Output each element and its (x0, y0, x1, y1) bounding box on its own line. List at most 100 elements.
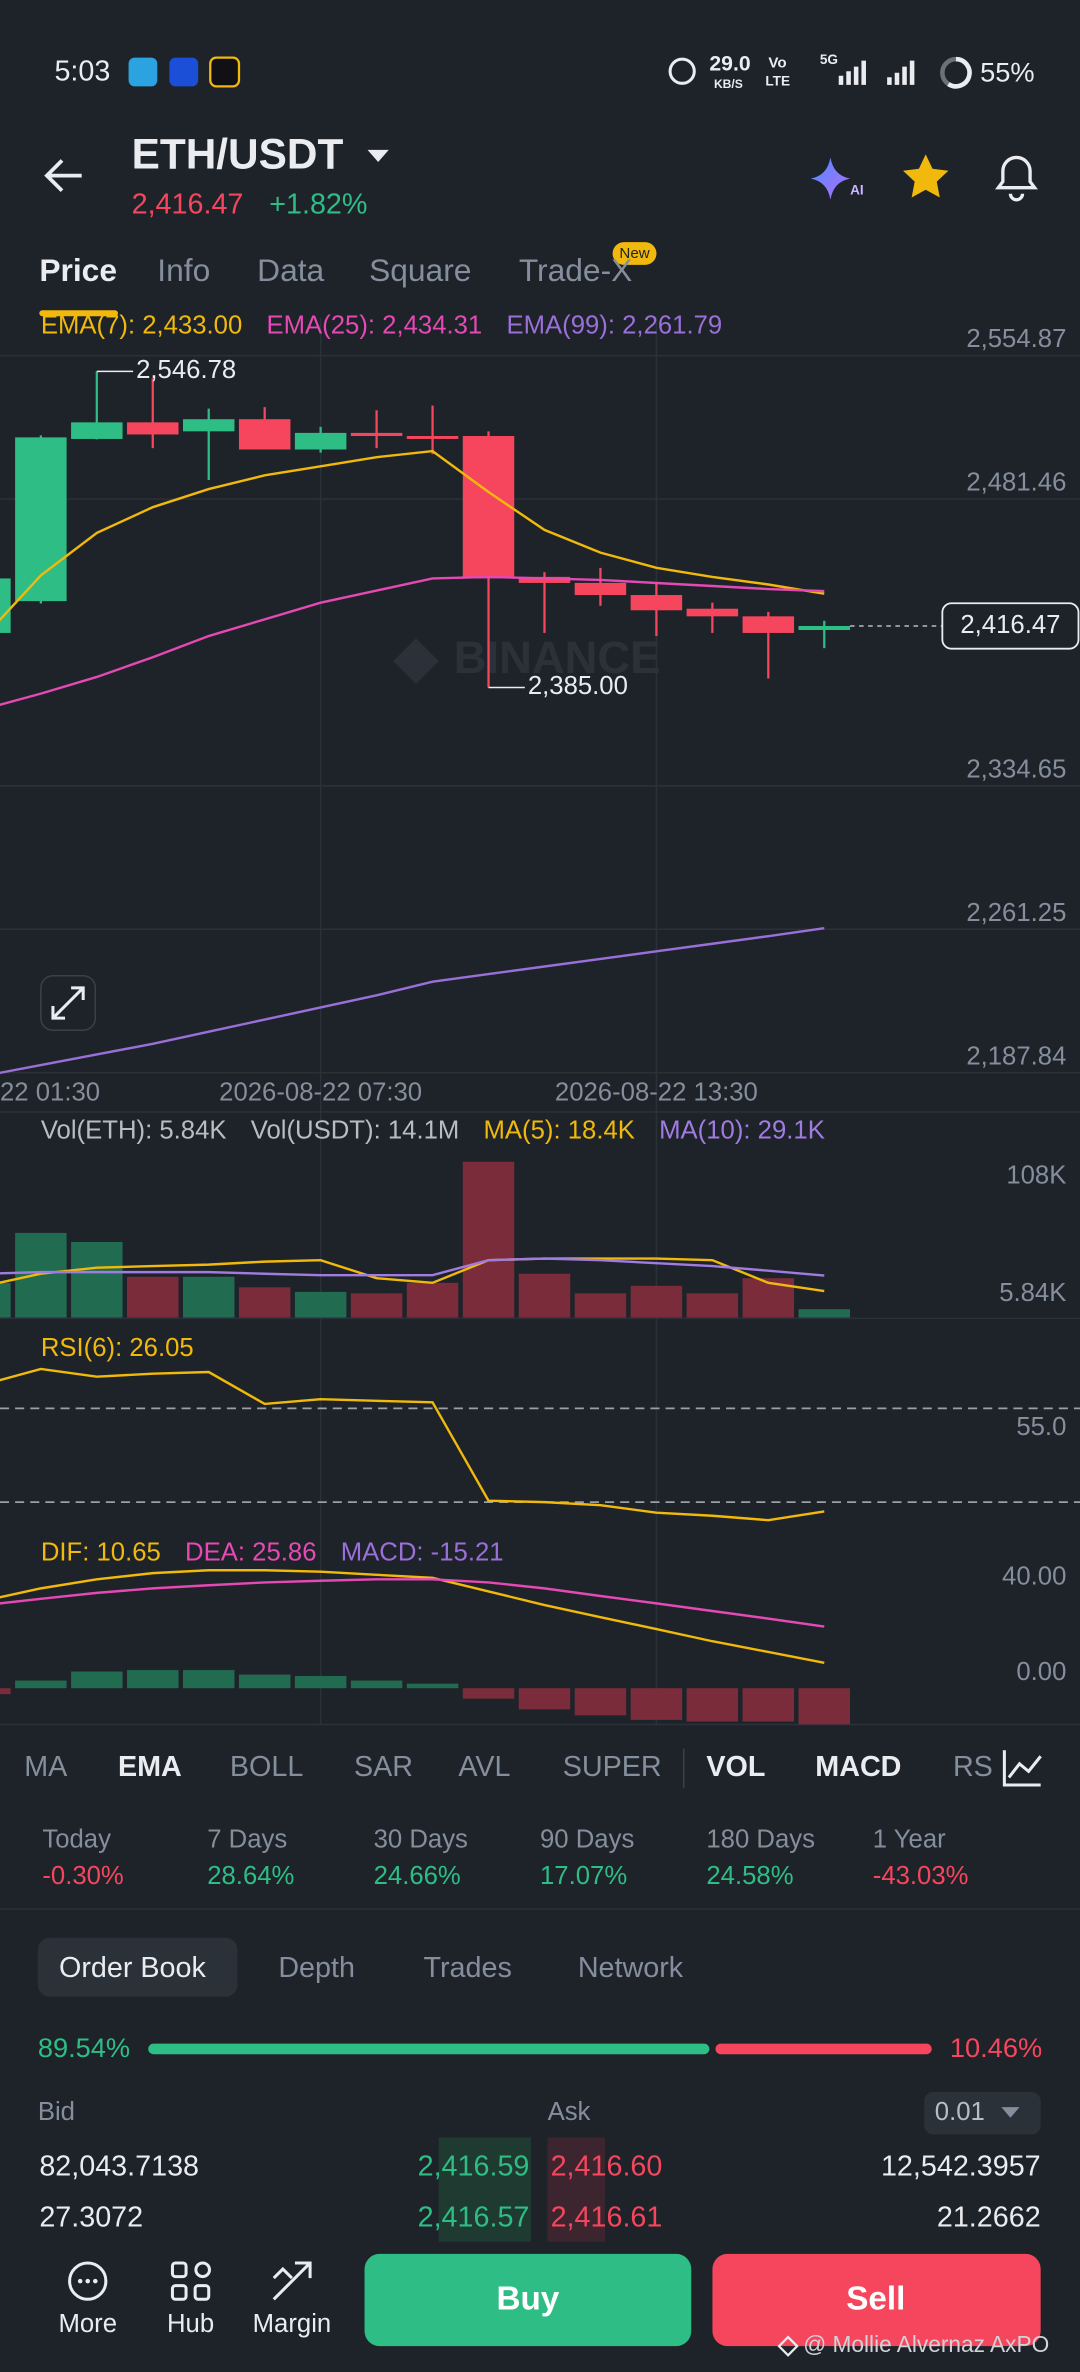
buy-button[interactable] (364, 2253, 692, 2347)
bid-ratio: 89.54% (38, 2032, 130, 2063)
indicator-tab[interactable]: VOL (706, 1751, 765, 1783)
period-label: 90 Days (540, 1826, 634, 1854)
last-price: 2,416.47 (132, 188, 244, 220)
signal-icon (838, 60, 915, 85)
indicator-tab[interactable]: MA (24, 1751, 68, 1783)
tab[interactable]: Trade-X (519, 252, 633, 288)
y-tick-label: 0.00 (1016, 1658, 1066, 1686)
volume-bar (462, 1161, 515, 1318)
notification-icon (169, 57, 199, 87)
macd-bar (182, 1670, 235, 1689)
volume-bar (238, 1287, 291, 1318)
legend-entry: EMA(7): 2,433.00 (41, 312, 242, 340)
macd-bar (0, 1688, 11, 1695)
order-book-tab[interactable]: Trades (424, 1952, 512, 1984)
tab[interactable]: Square (369, 252, 471, 288)
volume-bar (71, 1241, 123, 1318)
ask-header: Ask (548, 2098, 591, 2126)
candle-body (574, 582, 627, 596)
order-book-cell: 2,416.59 (418, 2150, 530, 2182)
expand-button[interactable] (40, 974, 97, 1031)
tab[interactable]: Info (157, 252, 210, 288)
last-price-box (941, 602, 1080, 650)
period-label: Today (42, 1826, 111, 1854)
indicator-tab[interactable]: BOLL (230, 1751, 303, 1783)
candle-body (127, 422, 179, 435)
macd-line (0, 1578, 825, 1628)
ai-button[interactable] (810, 157, 851, 200)
network-type: 5G (820, 52, 838, 67)
tab-pill (37, 1937, 238, 1997)
macd-bar (127, 1670, 179, 1689)
y-tick-label: 40.00 (1002, 1563, 1066, 1591)
nav-label[interactable]: More (58, 2310, 117, 2338)
volume-bar (406, 1282, 459, 1318)
chart-settings-icon[interactable] (1002, 1750, 1042, 1787)
legend-entry: EMA(99): 2,261.79 (506, 312, 722, 340)
pair-name[interactable]: ETH/USDT (132, 131, 344, 178)
legend-entry: DIF: 10.65 (41, 1538, 161, 1566)
x-tick-label: 2026-08-22 07:30 (219, 1079, 422, 1107)
ema-line (0, 575, 825, 706)
nav-label[interactable]: Margin (253, 2310, 332, 2338)
indicator-tab[interactable]: SUPER (563, 1751, 662, 1783)
candle-body (686, 608, 739, 617)
price-change: +1.82% (269, 188, 367, 220)
pair-dropdown[interactable] (367, 149, 389, 162)
indicator-tab[interactable]: EMA (118, 1751, 182, 1783)
order-book-cell: 27.3072 (39, 2202, 143, 2234)
net-unit: KB/S (714, 77, 743, 91)
alert-button[interactable] (994, 155, 1038, 202)
tab[interactable]: Price (39, 252, 117, 288)
y-tick-label: 2,261.25 (966, 899, 1066, 927)
volume-bar (350, 1293, 403, 1318)
order-book-cell: 2,416.61 (551, 2202, 663, 2234)
x-tick-label: 22 01:30 (0, 1079, 100, 1107)
buy-label: Buy (496, 2281, 559, 2318)
macd-bar (294, 1676, 347, 1689)
macd-bar (406, 1683, 459, 1689)
watermark: @ Mollie Alvernaz AxPO (803, 2331, 1049, 2357)
precision-select[interactable] (924, 2092, 1041, 2135)
legend-entry: MA(5): 18.4K (484, 1116, 635, 1144)
bid-depth (438, 2137, 531, 2244)
order-book-tab[interactable]: Depth (278, 1952, 355, 1984)
macd-bar (71, 1671, 123, 1689)
tab[interactable]: Data (257, 252, 324, 288)
period-change: -0.30% (42, 1862, 123, 1890)
candle-body (742, 616, 795, 633)
precision-value: 0.01 (935, 2098, 985, 2126)
order-book-tab[interactable]: Network (578, 1952, 684, 1984)
ai-badge: AI (850, 182, 864, 197)
indicator-tab[interactable]: MACD (815, 1751, 901, 1783)
y-tick-label: 2,481.46 (966, 469, 1066, 497)
volte-icon: Vo (768, 55, 786, 72)
period-change: 28.64% (207, 1862, 294, 1890)
watermark-icon (777, 2335, 799, 2357)
sell-button[interactable] (712, 2253, 1041, 2347)
macd-bar (238, 1674, 291, 1689)
annotation-label: 2,546.78 (136, 356, 236, 384)
macd-line (0, 1569, 825, 1665)
period-label: 180 Days (706, 1826, 815, 1854)
ema-line (0, 449, 825, 622)
macd-bar (350, 1680, 403, 1689)
legend-entry: Vol(ETH): 5.84K (41, 1116, 227, 1144)
nav-label[interactable]: Hub (167, 2310, 214, 2338)
back-button[interactable] (44, 159, 82, 193)
candle-body (630, 595, 683, 611)
indicator-tab[interactable]: AVL (458, 1751, 510, 1783)
favorite-button[interactable] (903, 154, 949, 198)
annotation-label: 2,385.00 (528, 672, 628, 700)
macd-bar (630, 1688, 683, 1720)
macd-bar (462, 1688, 515, 1699)
candle-body (15, 437, 67, 602)
x-tick-label: 2026-08-22 13:30 (555, 1079, 758, 1107)
order-book-cell: 2,416.57 (418, 2202, 530, 2234)
order-book-tab[interactable]: Order Book (59, 1952, 206, 1984)
more-icon (68, 2261, 108, 2301)
margin-icon (272, 2261, 312, 2301)
indicator-tab[interactable]: SAR (354, 1751, 413, 1783)
